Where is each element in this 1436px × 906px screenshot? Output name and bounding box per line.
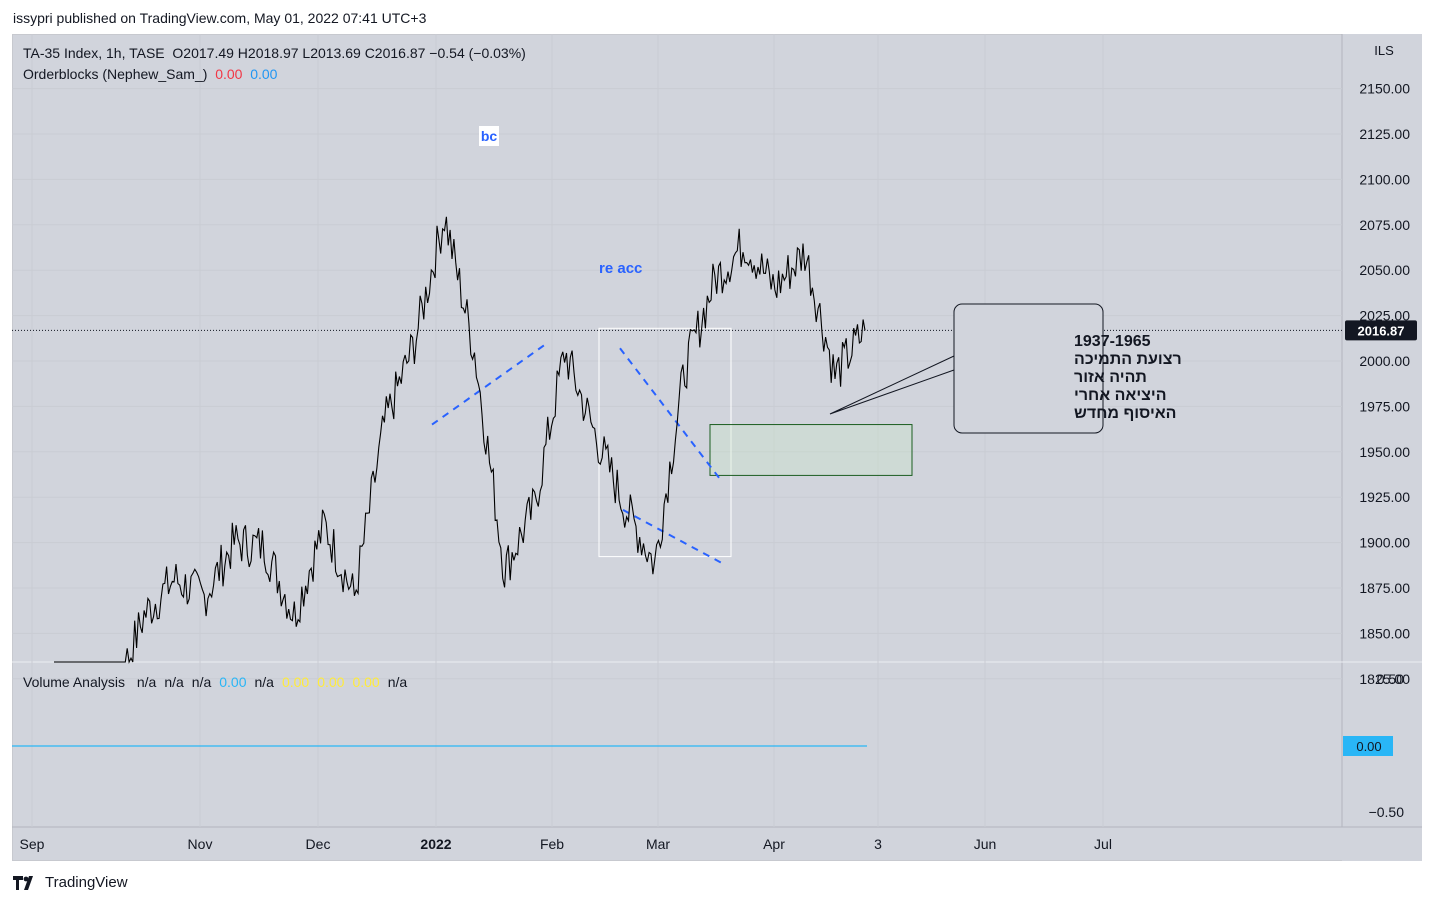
volume-analysis-value: 0.00 xyxy=(317,674,345,690)
dashed-trendline xyxy=(619,347,721,480)
orderblocks-value-blue: 0.00 xyxy=(250,66,278,82)
price-tick-label: 2075.00 xyxy=(1359,217,1410,233)
volume-analysis-name: Volume Analysis xyxy=(23,674,125,690)
indicator-current-badge xyxy=(1343,736,1393,756)
volume-analysis-value: n/a xyxy=(254,674,274,690)
time-tick-label: Jun xyxy=(974,836,997,852)
support-zone-box xyxy=(709,424,913,476)
volume-analysis-value: 0.00 xyxy=(352,674,380,690)
indicator-tick-label: 0.50 xyxy=(1377,671,1404,687)
volume-analysis-value: n/a xyxy=(387,674,408,690)
bc-label-bg xyxy=(479,126,499,146)
time-tick-label: Sep xyxy=(20,836,45,852)
price-tick-label: 1975.00 xyxy=(1359,398,1410,414)
volume-analysis-value: n/a xyxy=(164,674,184,690)
price-tick-label: 2150.00 xyxy=(1359,81,1410,97)
re-acc-label: re acc xyxy=(599,260,642,277)
orderblocks-name: Orderblocks (Nephew_Sam_) xyxy=(23,66,208,82)
time-tick-label: Feb xyxy=(540,836,564,852)
tradingview-logo[interactable]: TradingView xyxy=(13,874,128,891)
price-series xyxy=(54,216,866,664)
time-tick-label: 3 xyxy=(874,836,882,852)
price-axis: 2150.00 2125.00 2100.00 2075.00 2050.00 2025.… xyxy=(1343,43,1417,820)
callout-text-line: האיסוף מחדש xyxy=(1074,405,1177,422)
callout-text-line: תהיה אזור xyxy=(1074,369,1147,386)
volume-analysis-value: 0.00 xyxy=(281,674,310,690)
volume-analysis-value: n/a xyxy=(136,674,157,690)
last-price-badge xyxy=(1345,320,1417,341)
price-axis-bg xyxy=(1342,34,1422,861)
callout-text-line: רצועת התמיכה xyxy=(1074,351,1182,368)
accumulation-rectangle xyxy=(598,327,732,558)
time-tick-label: Jul xyxy=(1094,836,1112,852)
grid-lines xyxy=(12,34,1422,861)
bc-label: bc xyxy=(481,128,498,144)
price-tick-label: 1950.00 xyxy=(1359,444,1410,460)
currency-label: ILS xyxy=(1374,43,1394,58)
price-tick-label: 1875.00 xyxy=(1359,580,1410,596)
callout-box xyxy=(953,303,1104,434)
volume-analysis-legend[interactable]: Volume Analysis n/a n/a n/a 0.00 n/a 0.00 0.00… xyxy=(23,674,407,690)
callout-text-line: היציאה אחרי xyxy=(1074,387,1167,404)
time-tick-label: 2022 xyxy=(420,836,451,852)
time-axis: Sep Nov Dec 2022 Feb Mar Apr 3 Jun Jul xyxy=(20,836,1112,852)
price-tick-label: 1900.00 xyxy=(1359,535,1410,551)
price-tick-label: 1825.00 xyxy=(1359,671,1410,687)
last-price-label: 2016.87 xyxy=(1358,323,1405,338)
chart-canvas[interactable]: 2150.00 2125.00 2100.00 2075.00 2050.00 2025.… xyxy=(12,34,1422,861)
price-tick-label: 2050.00 xyxy=(1359,262,1410,278)
indicator-current-label: 0.00 xyxy=(1356,739,1381,754)
time-tick-label: Dec xyxy=(306,836,331,852)
volume-analysis-value: 0.00 xyxy=(219,674,247,690)
publish-attribution: issypri published on TradingView.com, Ma… xyxy=(13,10,427,26)
symbol-info: TA-35 Index, 1h, TASE xyxy=(23,45,165,61)
price-tick-label: 1925.00 xyxy=(1359,489,1410,505)
price-tick-label: 2100.00 xyxy=(1359,171,1410,187)
time-tick-label: Apr xyxy=(763,836,785,852)
dashed-trendline xyxy=(622,509,722,564)
price-tick-label: 1850.00 xyxy=(1359,625,1410,641)
indicator-tick-label: −0.50 xyxy=(1369,804,1405,820)
price-line xyxy=(54,216,866,664)
price-tick-label: 2025.00 xyxy=(1359,308,1410,324)
symbol-legend[interactable]: TA-35 Index, 1h, TASE O2017.49 H2018.97 … xyxy=(23,45,526,61)
orderblocks-legend[interactable]: Orderblocks (Nephew_Sam_) 0.00 0.00 xyxy=(23,66,277,82)
time-tick-label: Mar xyxy=(646,836,670,852)
drawings-layer xyxy=(431,327,913,564)
callout-text-line: 1937-1965 xyxy=(1074,333,1151,350)
chart-frame xyxy=(12,34,1422,861)
tradingview-logo-text: TradingView xyxy=(45,874,128,891)
callout-pointer xyxy=(829,355,955,415)
dashed-trendline xyxy=(431,343,546,426)
volume-analysis-value: n/a xyxy=(191,674,212,690)
time-tick-label: Nov xyxy=(188,836,213,852)
tradingview-logo-icon xyxy=(13,875,33,890)
price-tick-label: 2000.00 xyxy=(1359,353,1410,369)
volume-analysis-values: n/a n/a n/a 0.00 n/a 0.00 0.00 0.00 n/a xyxy=(129,674,407,690)
price-tick-label: 2125.00 xyxy=(1359,126,1410,142)
ohlc-values: O2017.49 H2018.97 L2013.69 C2016.87 −0.5… xyxy=(172,45,526,61)
orderblocks-value-red: 0.00 xyxy=(215,66,243,82)
